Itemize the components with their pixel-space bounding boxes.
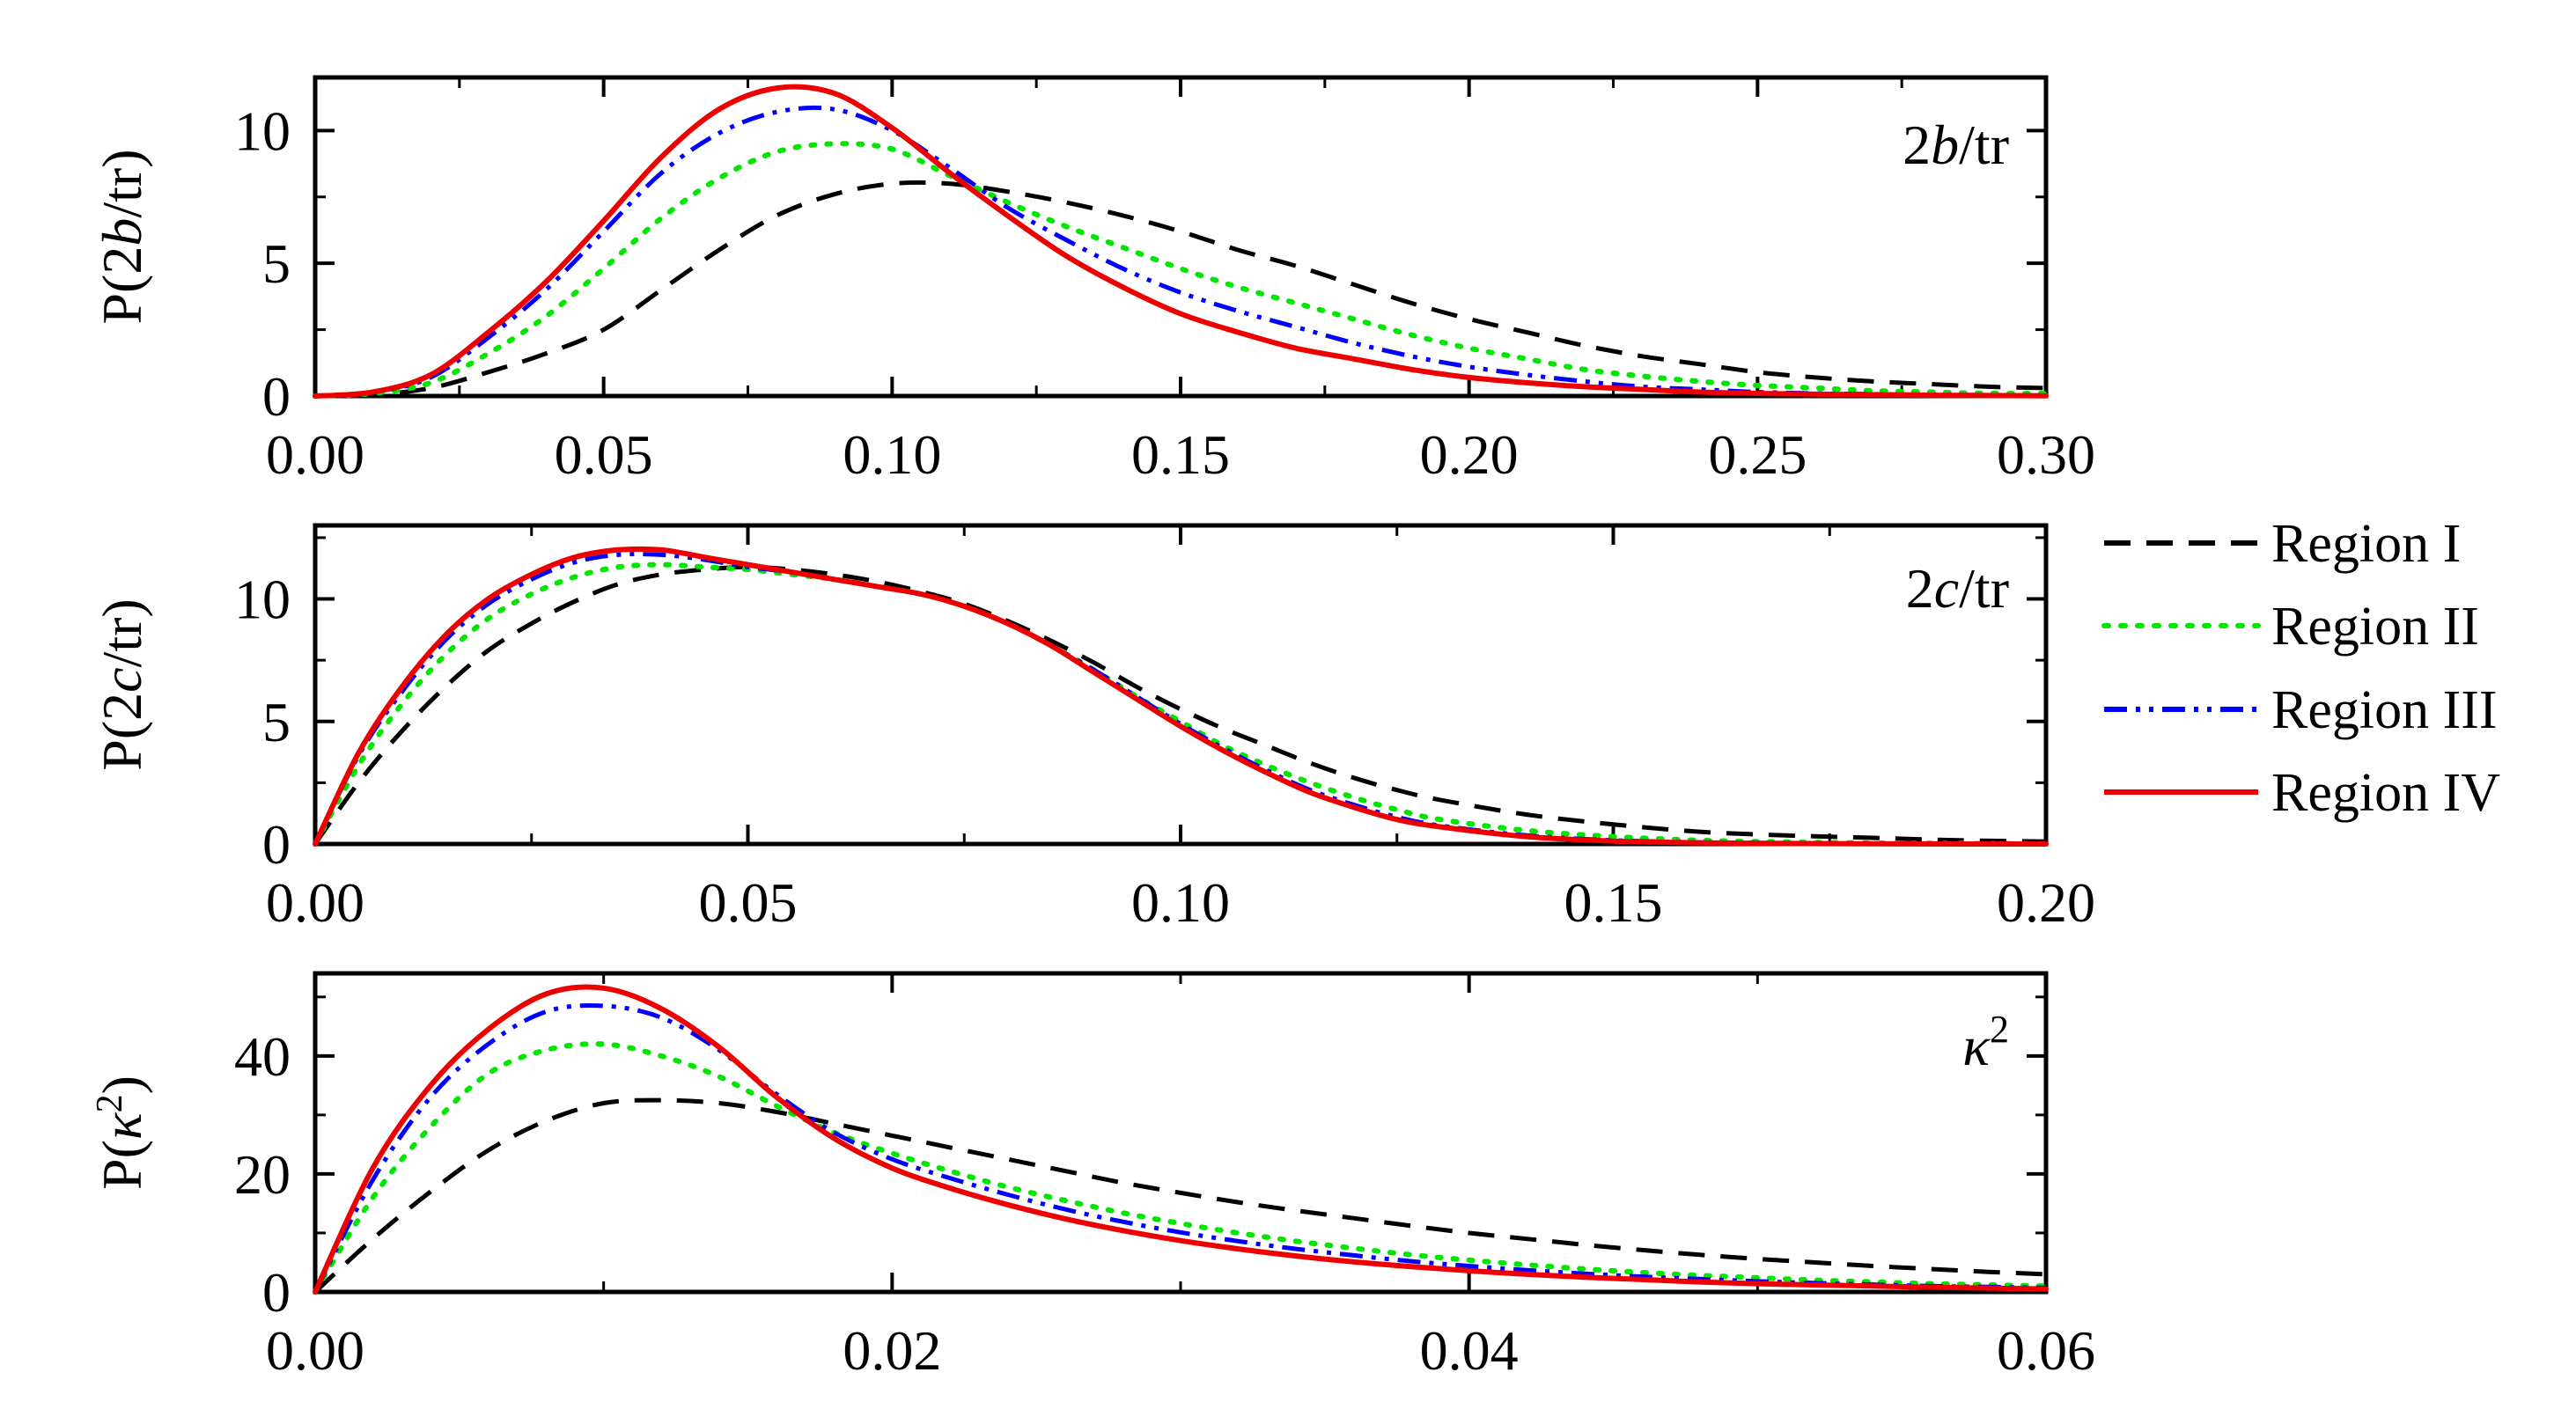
- x-tick-label: 0.05: [699, 871, 798, 934]
- legend-label: Region IV: [2271, 763, 2500, 823]
- y-axis-label: P(2b/tr): [91, 149, 153, 324]
- x-tick-label: 0.02: [843, 1319, 941, 1382]
- y-axis-label: P(κ2): [90, 1075, 153, 1190]
- panel-bottom: 0.00 0.02 0.04 0.06 0 20 40 P(κ2) κ2: [90, 971, 2095, 1382]
- legend-item-region-ii: Region II: [2101, 597, 2479, 657]
- legend-label: Region III: [2271, 680, 2498, 740]
- series-line-region-i: [314, 180, 2047, 399]
- x-tick-label: 0.00: [266, 871, 364, 934]
- series-line-region-i: [313, 564, 2047, 846]
- series-line-region-iv: [313, 546, 2049, 848]
- legend-item-region-iii: Region III: [2104, 680, 2498, 740]
- series-line-region-iv: [313, 84, 2049, 399]
- series-line-region-ii: [313, 1041, 2049, 1295]
- x-tick-label: 0.10: [843, 423, 941, 486]
- x-tick-label: 0.06: [1997, 1319, 2095, 1382]
- plot-frame: [313, 523, 2049, 847]
- ticks: 0.00 0.05 0.10 0.15 0.20 0.25 0.30 0 5 10: [234, 77, 2095, 486]
- panel-middle: 0.00 0.05 0.10 0.15 0.20 0 5 10 P(2c/tr) 2c/tr: [91, 523, 2095, 934]
- legend-item-region-iv: Region IV: [2104, 763, 2500, 823]
- plot-frame: [313, 75, 2049, 399]
- ticks: 0.00 0.05 0.10 0.15 0.20 0 5 10: [234, 525, 2095, 934]
- series-line-region-iii: [313, 1002, 2047, 1294]
- y-tick-label: 10: [234, 99, 291, 162]
- y-tick-label: 10: [234, 569, 291, 631]
- panel-tag: 2c/tr: [1906, 557, 2009, 620]
- x-tick-label: 0.05: [555, 423, 653, 486]
- series-group: [313, 546, 2049, 848]
- series-line-region-ii: [313, 561, 2049, 847]
- panel-top: 0.00 0.05 0.10 0.15 0.20 0.25 0.30 0 5 10 P(2b/tr…: [91, 75, 2095, 486]
- series-group: [313, 984, 2049, 1295]
- x-tick-label: 0.00: [266, 423, 364, 486]
- x-tick-label: 0.00: [266, 1319, 364, 1382]
- legend-item-region-i: Region I: [2104, 514, 2461, 574]
- x-tick-label: 0.04: [1420, 1319, 1519, 1382]
- y-tick-label: 0: [262, 1261, 291, 1324]
- panel-tag: 2b/tr: [1903, 114, 2009, 176]
- y-axis-label: P(2c/tr): [91, 598, 153, 771]
- y-tick-label: 20: [234, 1143, 291, 1206]
- y-tick-label: 40: [234, 1025, 291, 1088]
- x-tick-label: 0.15: [1131, 423, 1230, 486]
- panel-tag: κ2: [1962, 1008, 2009, 1077]
- x-tick-label: 0.20: [1420, 423, 1519, 486]
- x-tick-label: 0.15: [1564, 871, 1663, 934]
- series-line-region-i: [313, 1097, 2047, 1294]
- x-tick-label: 0.20: [1997, 871, 2095, 934]
- y-tick-label: 5: [262, 232, 291, 295]
- x-tick-label: 0.10: [1131, 871, 1230, 934]
- series-line-region-iv: [313, 984, 2049, 1295]
- x-tick-label: 0.25: [1708, 423, 1807, 486]
- series-line-region-ii: [313, 141, 2049, 399]
- y-tick-label: 0: [262, 365, 291, 428]
- legend: Region I Region II Region III Region IV: [2101, 514, 2500, 823]
- legend-label: Region I: [2271, 514, 2461, 574]
- series-line-region-iii: [313, 552, 2047, 847]
- y-tick-label: 5: [262, 691, 291, 753]
- ticks: 0.00 0.02 0.04 0.06 0 20 40: [234, 973, 2095, 1382]
- y-tick-label: 0: [262, 813, 291, 876]
- series-line-region-iii: [314, 105, 2047, 399]
- series-group: [313, 84, 2049, 399]
- legend-label: Region II: [2271, 597, 2479, 657]
- x-tick-label: 0.30: [1997, 423, 2095, 486]
- plot-frame: [313, 971, 2049, 1295]
